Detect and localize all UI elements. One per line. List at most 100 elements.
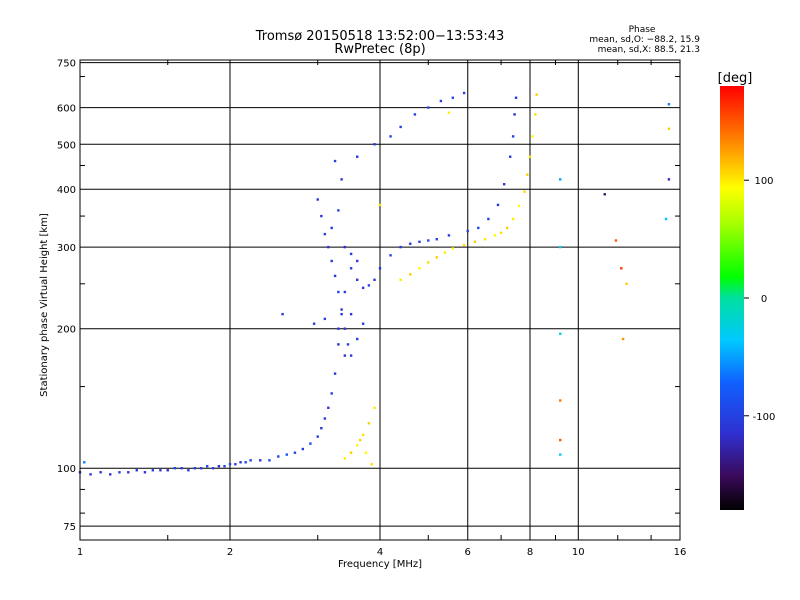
data-point: [355, 155, 359, 158]
data-point: [370, 463, 373, 466]
data-point: [358, 438, 362, 442]
data-point: [320, 426, 323, 430]
data-point: [199, 467, 203, 470]
colorbar: [720, 86, 744, 510]
data-point: [517, 204, 521, 208]
data-point: [435, 256, 438, 259]
data-point: [373, 143, 376, 146]
data-point: [340, 178, 343, 181]
data-point: [435, 237, 438, 241]
x-tick-label: 6: [465, 547, 471, 558]
data-point: [399, 245, 402, 249]
colorbar-tick-label: 100: [754, 176, 773, 187]
data-point: [620, 267, 623, 270]
data-point: [514, 96, 518, 99]
data-point: [223, 465, 226, 468]
data-point: [447, 234, 451, 237]
data-point: [389, 254, 392, 257]
x-tick-label: 16: [674, 547, 687, 558]
data-point: [523, 190, 526, 193]
data-point: [83, 461, 86, 464]
data-point: [399, 125, 402, 129]
data-point: [151, 469, 155, 472]
data-point: [205, 465, 209, 468]
data-point: [323, 317, 327, 321]
data-point: [364, 451, 368, 454]
grid-lines: [80, 60, 680, 540]
data-point: [193, 467, 197, 470]
data-point: [349, 267, 353, 270]
y-tick-label: 500: [57, 140, 76, 151]
data-point: [99, 471, 102, 474]
data-point: [451, 96, 455, 99]
data-point: [667, 103, 671, 106]
x-axis-label: Frequency [MHz]: [338, 559, 422, 570]
data-point: [340, 312, 343, 316]
y-tick-label: 100: [57, 464, 76, 475]
data-point: [277, 455, 280, 458]
data-point: [349, 312, 353, 316]
data-point: [418, 240, 421, 243]
data-point: [349, 252, 353, 256]
data-point: [301, 447, 305, 451]
data-point: [559, 332, 562, 335]
data-point: [109, 473, 112, 476]
data-point: [244, 461, 247, 464]
x-axis-ticks: 1 2 4 6 8 10 16: [77, 60, 687, 558]
data-point: [355, 337, 359, 341]
y-tick-label: 600: [57, 104, 76, 115]
data-point: [323, 417, 327, 420]
data-point: [361, 322, 365, 325]
data-point: [281, 312, 284, 316]
y-tick-label: 400: [57, 185, 76, 196]
data-point: [528, 155, 532, 158]
chart-title: Tromsø 20150518 13:52:00−13:53:43: [255, 29, 505, 44]
data-point: [559, 245, 562, 249]
y-axis-label: Stationary phase Virtual Height [km]: [39, 213, 50, 397]
data-point: [309, 442, 312, 445]
data-point: [343, 327, 347, 330]
data-point: [187, 469, 190, 472]
data-point: [159, 469, 162, 472]
y-tick-label: 75: [63, 522, 76, 533]
data-point: [118, 471, 121, 474]
phase-box-title: Phase: [629, 25, 656, 35]
data-point: [399, 278, 402, 282]
data-point: [505, 226, 509, 230]
x-tick-label: 1: [77, 547, 83, 558]
data-point: [378, 203, 382, 207]
data-point: [217, 465, 221, 468]
data-point: [343, 245, 347, 249]
data-point: [367, 284, 371, 287]
data-point: [337, 343, 340, 346]
data-point: [409, 242, 412, 245]
data-point: [487, 217, 490, 221]
data-point: [228, 463, 232, 466]
data-point: [320, 214, 323, 218]
data-point: [333, 274, 337, 278]
y-tick-label: 750: [57, 59, 76, 70]
data-point: [355, 259, 359, 263]
data-point: [462, 243, 466, 247]
data-point: [259, 459, 262, 462]
data-point: [559, 178, 562, 181]
data-point: [389, 135, 392, 138]
data-point: [614, 239, 618, 242]
data-point: [502, 183, 506, 186]
data-point: [427, 106, 430, 109]
data-point: [180, 467, 183, 470]
data-point: [473, 240, 477, 243]
data-point: [427, 239, 430, 242]
data-point: [361, 286, 365, 290]
data-point: [330, 259, 333, 263]
data-point: [462, 91, 466, 95]
data-point: [361, 433, 365, 437]
data-point: [312, 322, 316, 325]
data-point: [333, 372, 337, 375]
data-point: [89, 473, 92, 476]
phase-box-line1: mean, sd,O: −88.2, 15.9: [589, 35, 700, 45]
x-tick-label: 10: [572, 547, 585, 558]
data-point: [439, 99, 443, 103]
data-point: [316, 435, 319, 438]
